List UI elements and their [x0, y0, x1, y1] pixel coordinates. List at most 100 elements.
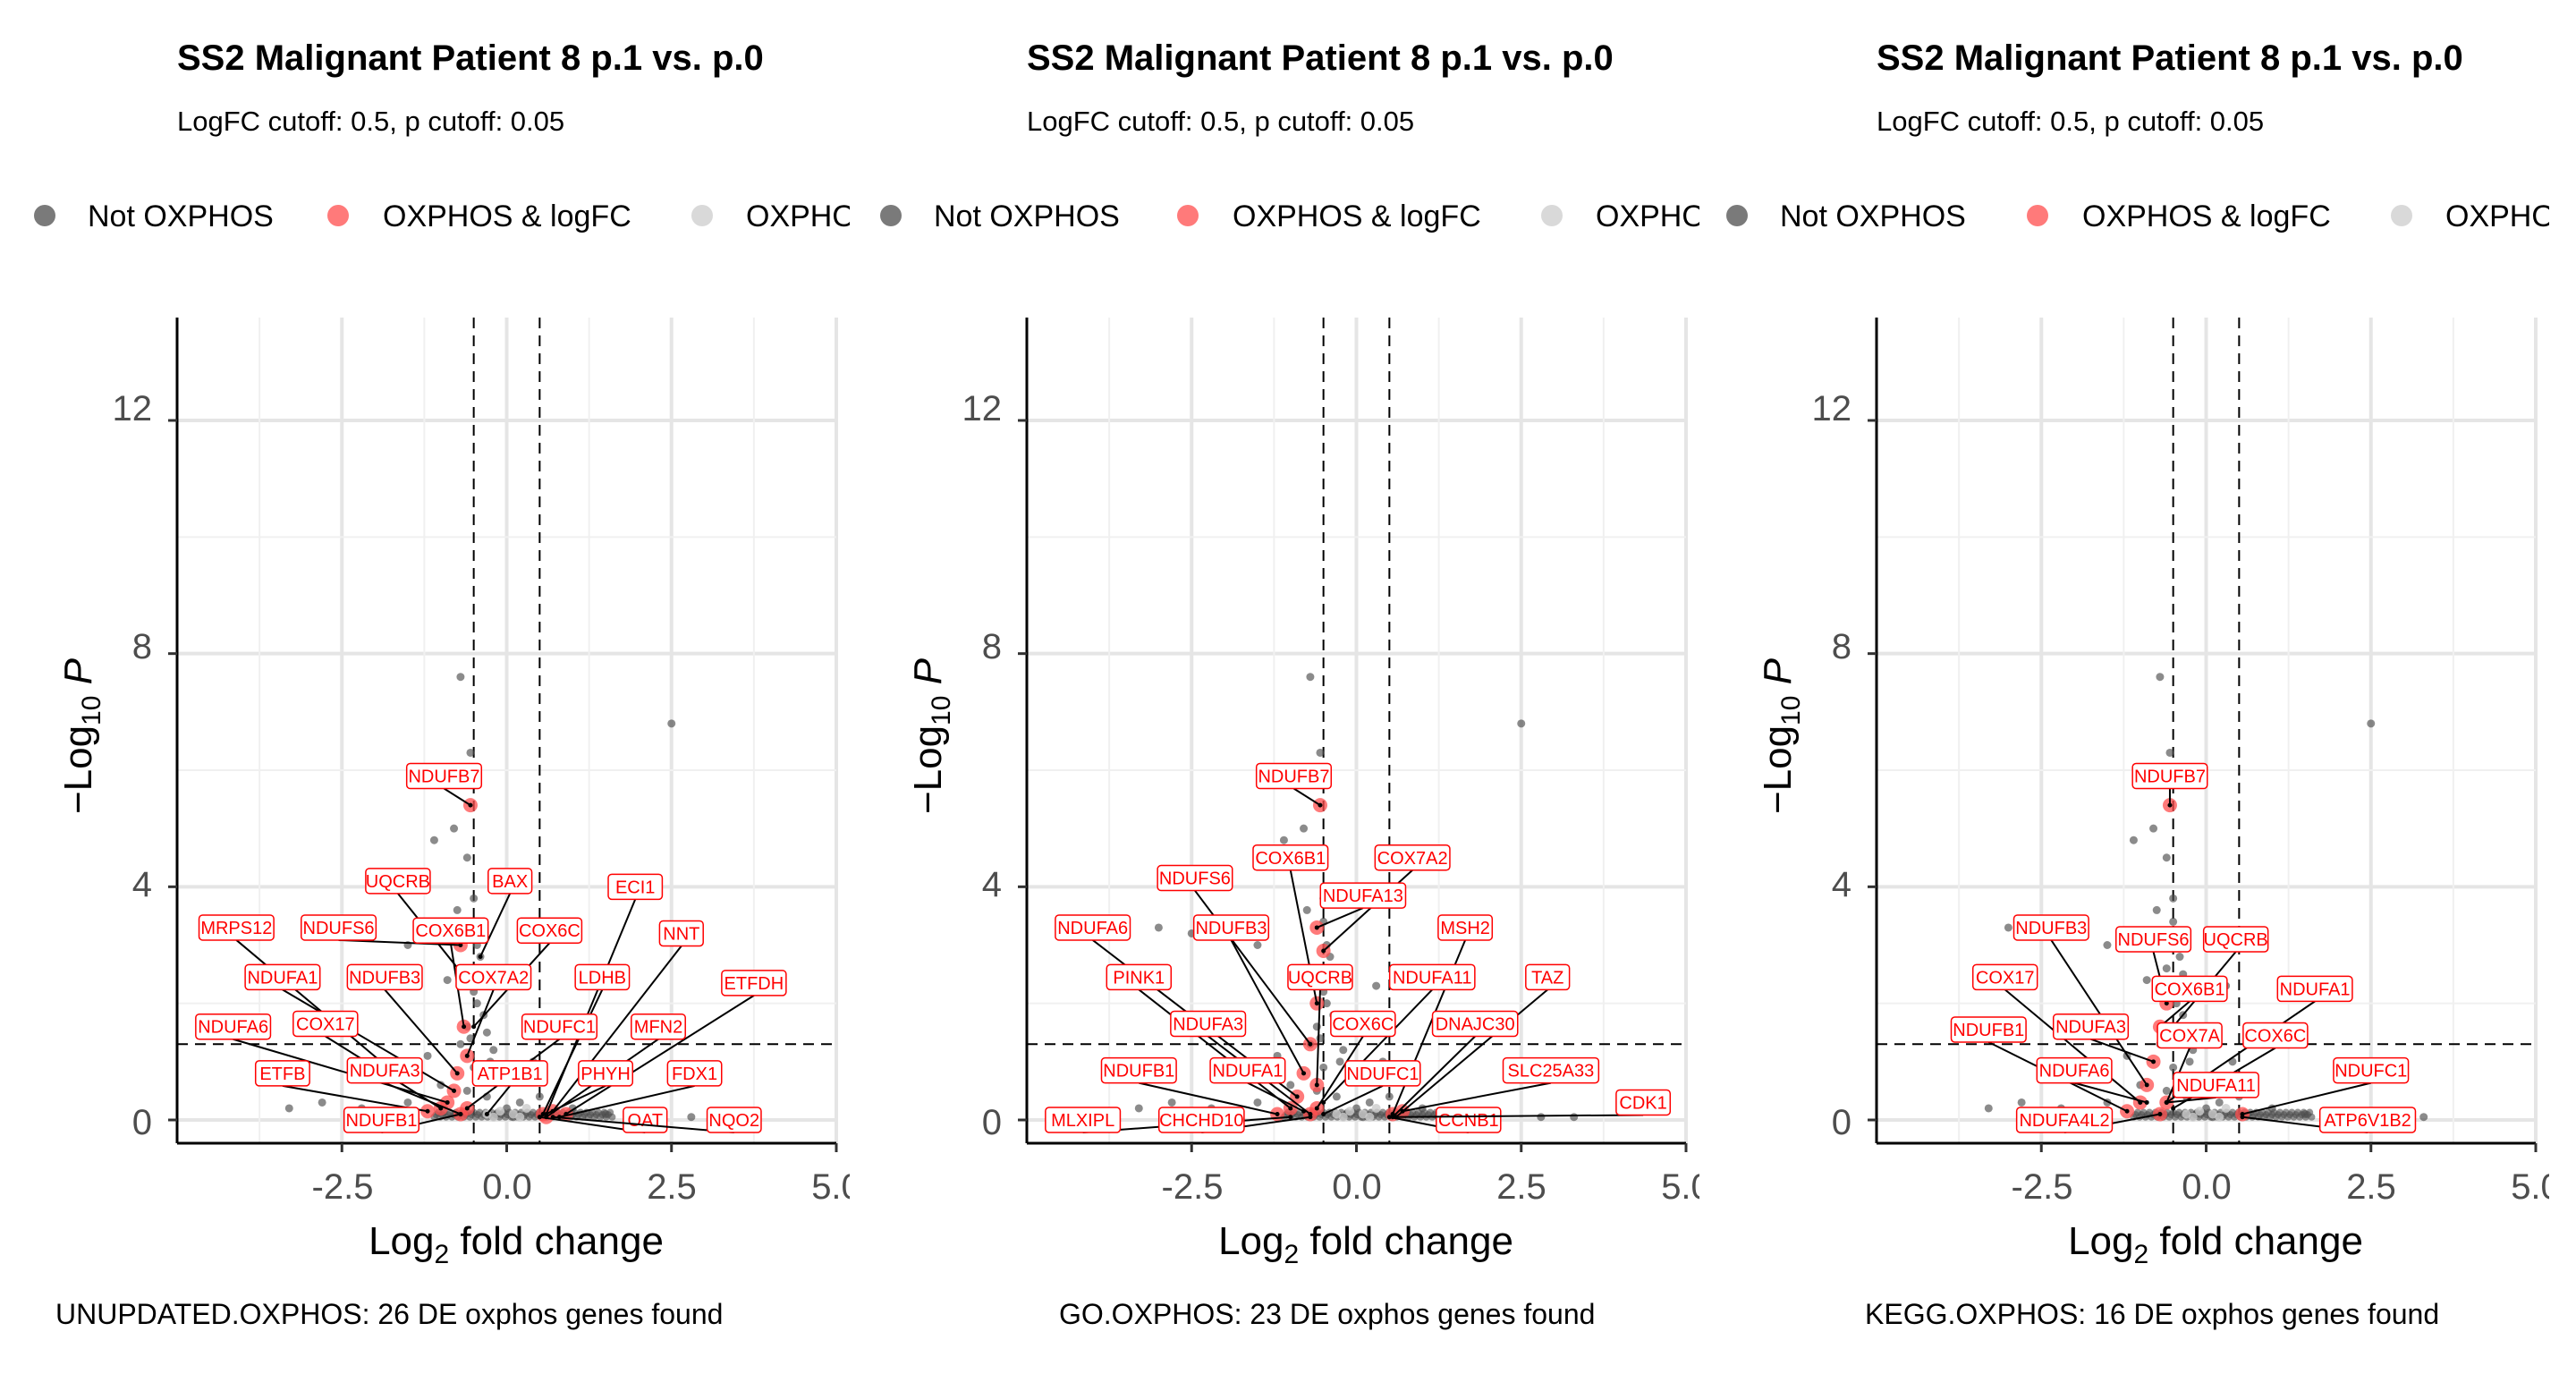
data-point-oxphos: [1338, 1112, 1348, 1122]
x-tick-label: 0.0: [482, 1167, 532, 1207]
x-tick-label: -2.5: [312, 1167, 374, 1207]
data-point-not-oxphos: [318, 1098, 326, 1107]
data-point-not-oxphos: [1319, 1063, 1328, 1072]
gene-label-connector: [2241, 1081, 2371, 1115]
x-tick-label: 2.5: [2346, 1167, 2396, 1207]
gene-label-arrowhead: [1314, 1001, 1319, 1006]
gene-label-box: [1170, 1010, 1247, 1038]
gene-label-box: [2173, 1072, 2259, 1098]
chart-subtitle: LogFC cutoff: 0.5, p cutoff: 0.05: [1027, 106, 1414, 137]
gene-label-arrowhead: [484, 1111, 489, 1116]
gene-label-box: [1330, 1010, 1396, 1038]
gene-label-connector: [1402, 1081, 1552, 1113]
plot-area: NDUFB7 UQCRB BAX ECI1 MRPS12 NDUFS6 COX6B1 COX6…: [168, 318, 838, 1152]
gene-label-box: [1436, 1107, 1502, 1133]
data-point-not-oxphos: [1253, 1098, 1262, 1107]
data-point-not-oxphos: [1286, 1081, 1295, 1090]
gene-label-connector: [1138, 988, 1292, 1109]
data-point-not-oxphos: [1302, 905, 1311, 914]
gene-label-connector: [1395, 988, 1548, 1118]
gene-label-box: [2151, 975, 2228, 1003]
data-point-not-oxphos: [1332, 1092, 1341, 1101]
data-point-not-oxphos: [601, 1109, 610, 1118]
gene-label-arrowhead: [1394, 1115, 1399, 1120]
gene-label-box: [365, 868, 431, 895]
gene-label-connector: [1323, 1084, 1384, 1115]
gene-label-arrowhead: [458, 943, 463, 947]
x-axis-title: Log2 fold change: [2068, 1219, 2363, 1269]
data-point-not-oxphos: [2142, 976, 2151, 985]
gene-label: BAX: [492, 872, 528, 892]
gene-label-arrowhead: [2167, 802, 2173, 808]
data-point-not-oxphos: [1322, 999, 1331, 1008]
data-point-not-oxphos: [443, 976, 452, 985]
data-point-not-oxphos: [1352, 1104, 1360, 1113]
gene-label-box: [1344, 1060, 1421, 1087]
gene-label: UQCRB: [366, 872, 430, 892]
gene-label-arrowhead: [425, 1108, 430, 1114]
gene-label-connector: [1322, 869, 1413, 952]
plot-area: NDUFB7 COX6B1 COX7A2 NDUFS6 NDUFA13 NDUFA6 NDU…: [1018, 318, 1688, 1152]
legend-oxphos-label: OXPHOS: [2445, 199, 2549, 233]
chart-title: SS2 Malignant Patient 8 p.1 vs. p.0: [1027, 38, 1614, 78]
data-point-oxphos: [2188, 1112, 2198, 1122]
gene-label: NDUFC1: [523, 1018, 596, 1038]
gene-label-box: [1437, 914, 1494, 941]
chart-caption: GO.OXPHOS: 23 DE oxphos genes found: [1059, 1298, 1595, 1330]
data-point-not-oxphos: [284, 1104, 293, 1113]
gene-label-connector: [235, 939, 389, 1069]
gene-label-arrowhead: [464, 1106, 470, 1111]
gene-label: OAT: [627, 1111, 663, 1131]
gene-label-arrowhead: [2144, 1099, 2149, 1105]
gene-label-connector: [1139, 1081, 1278, 1115]
gene-label-box: [2015, 1107, 2114, 1133]
data-point-oxphos: [2195, 1107, 2205, 1116]
gene-label-box: [301, 914, 377, 941]
gene-label-box: [1388, 963, 1476, 991]
gene-label: NQO2: [708, 1111, 759, 1131]
gene-label-arrowhead: [462, 1024, 467, 1030]
gene-label: PHYH: [580, 1064, 631, 1084]
gene-label-box: [1431, 1010, 1519, 1038]
gene-label-box: [1374, 844, 1451, 871]
gene-label-arrowhead: [1321, 948, 1326, 954]
chart-subtitle: LogFC cutoff: 0.5, p cutoff: 0.05: [177, 106, 564, 137]
data-point-not-oxphos: [2169, 1063, 2178, 1072]
volcano-panel-unupdated: SS2 Malignant Patient 8 p.1 vs. p.0 LogF…: [0, 0, 850, 1374]
gene-label: PINK1: [1113, 968, 1165, 988]
gene-label-connector: [1395, 1114, 1644, 1118]
data-point-not-oxphos: [450, 824, 459, 833]
gene-label-box: [2012, 914, 2089, 941]
gene-label: SLC25A33: [1508, 1062, 1595, 1081]
data-point-not-oxphos: [2004, 923, 2012, 932]
gene-label: COX7A: [2159, 1027, 2220, 1047]
data-point-not-oxphos: [1300, 824, 1309, 833]
x-ticks: -2.5 0.0 2.5 5.0: [1162, 1167, 1699, 1207]
data-point-oxphos: [2215, 1112, 2224, 1122]
data-point-oxphos: [2221, 1103, 2231, 1113]
legend-oxphos-key: [2391, 205, 2412, 226]
data-point-not-oxphos: [2162, 1086, 2171, 1095]
gene-label-connector: [2050, 939, 2148, 1086]
gene-label-arrowhead: [2171, 1106, 2176, 1111]
gene-label-connector: [1247, 1081, 1304, 1113]
gene-label-box: [631, 1013, 686, 1040]
gene-label-box: [2114, 926, 2192, 953]
gene-label: COX7A2: [458, 968, 529, 988]
data-point-not-oxphos: [1339, 1046, 1348, 1055]
data-point-not-oxphos: [1335, 1057, 1344, 1066]
gene-label-box: [2131, 762, 2208, 790]
gene-label-box: [195, 1013, 272, 1040]
data-point-not-oxphos: [1253, 941, 1262, 949]
data-point-not-oxphos: [1306, 673, 1315, 682]
gene-label: ATP6V1B2: [2324, 1111, 2411, 1131]
gene-label-box: [1055, 914, 1131, 941]
gene-label-connector: [338, 938, 461, 946]
data-point-oxphos: [1365, 1112, 1375, 1122]
gene-label: COX6B1: [1255, 849, 1326, 869]
gene-label: MFN2: [634, 1018, 682, 1038]
gene-label-arrowhead: [2151, 1059, 2157, 1064]
volcano-chart-svg: SS2 Malignant Patient 8 p.1 vs. p.0 LogF…: [34, 38, 850, 1330]
data-point-not-oxphos: [2367, 719, 2376, 728]
gene-label-connector: [1316, 1035, 1364, 1109]
